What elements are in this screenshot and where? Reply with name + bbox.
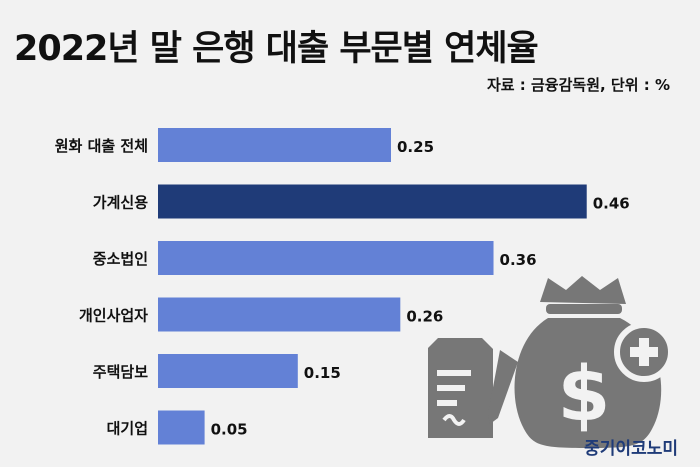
value-label: 0.26 bbox=[406, 308, 443, 326]
value-label: 0.25 bbox=[397, 138, 434, 156]
bar bbox=[158, 128, 391, 162]
bar bbox=[158, 297, 401, 332]
category-label: 주택담보 bbox=[93, 363, 148, 381]
category-label: 대기업 bbox=[107, 420, 148, 438]
value-label: 0.15 bbox=[304, 364, 341, 382]
bar bbox=[158, 241, 494, 275]
brand-logo: 중기이코노미 bbox=[584, 439, 678, 459]
svg-text:$: $ bbox=[558, 349, 611, 438]
category-label: 원화 대출 전체 bbox=[55, 137, 148, 155]
bar bbox=[158, 184, 587, 219]
value-label: 0.05 bbox=[211, 421, 248, 439]
source-note: 자료 : 금융감독원, 단위 : % bbox=[486, 76, 670, 94]
bar bbox=[158, 354, 298, 388]
dollar-sign-icon: $ bbox=[558, 349, 611, 438]
document-icon bbox=[428, 338, 493, 438]
category-label: 중소법인 bbox=[93, 250, 148, 268]
plus-icon bbox=[614, 322, 674, 382]
pen-icon bbox=[488, 350, 518, 424]
bar bbox=[158, 410, 205, 445]
category-label: 개인사업자 bbox=[79, 307, 148, 325]
category-label: 가계신용 bbox=[93, 194, 148, 212]
chart-title: 2022년 말 은행 대출 부문별 연체율 bbox=[14, 29, 539, 69]
value-label: 0.46 bbox=[593, 195, 630, 213]
value-label: 0.36 bbox=[500, 251, 537, 269]
